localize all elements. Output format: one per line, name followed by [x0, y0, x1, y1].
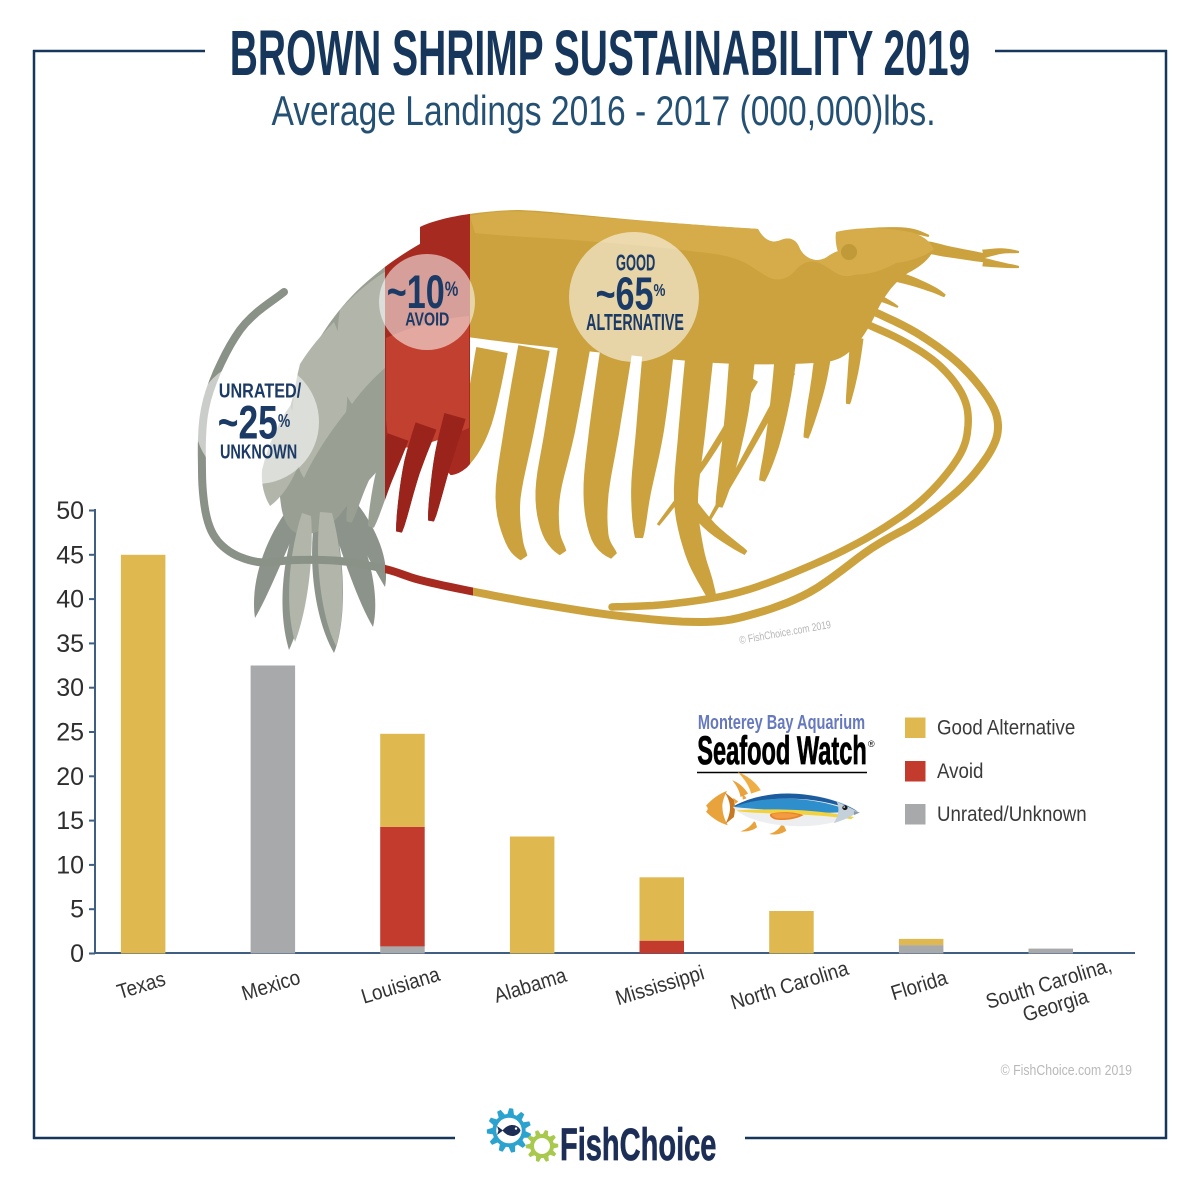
svg-text:UNRATED/: UNRATED/ — [219, 380, 301, 402]
svg-text:40: 40 — [56, 586, 84, 614]
svg-text:45: 45 — [56, 541, 84, 569]
svg-text:30: 30 — [56, 674, 84, 702]
svg-text:0: 0 — [70, 940, 84, 968]
svg-text:25: 25 — [56, 719, 84, 747]
svg-text:35: 35 — [56, 630, 84, 658]
svg-text:Seafood Watch: Seafood Watch — [697, 727, 867, 772]
svg-text:ALTERNATIVE: ALTERNATIVE — [586, 311, 684, 336]
svg-text:5: 5 — [70, 896, 84, 924]
svg-text:Average Landings 2016 - 2017 (: Average Landings 2016 - 2017 (000,000)lb… — [271, 89, 935, 135]
svg-text:20: 20 — [56, 763, 84, 791]
svg-text:BROWN SHRIMP SUSTAINABILITY 20: BROWN SHRIMP SUSTAINABILITY 2019 — [230, 18, 970, 89]
svg-text:Good Alternative: Good Alternative — [937, 716, 1075, 739]
svg-text:UNKNOWN: UNKNOWN — [220, 440, 297, 463]
svg-text:®: ® — [868, 739, 875, 749]
svg-text:AVOID: AVOID — [405, 310, 449, 330]
svg-text:10: 10 — [56, 851, 84, 879]
svg-text:50: 50 — [56, 497, 84, 525]
svg-text:Monterey Bay Aquarium: Monterey Bay Aquarium — [698, 711, 865, 734]
svg-text:Avoid: Avoid — [937, 760, 983, 783]
svg-text:GOOD: GOOD — [616, 250, 655, 276]
svg-text:15: 15 — [56, 807, 84, 835]
svg-text:FishChoice: FishChoice — [560, 1121, 716, 1171]
svg-text:© FishChoice.com 2019: © FishChoice.com 2019 — [1001, 1062, 1132, 1078]
svg-text:Unrated/Unknown: Unrated/Unknown — [937, 803, 1087, 826]
